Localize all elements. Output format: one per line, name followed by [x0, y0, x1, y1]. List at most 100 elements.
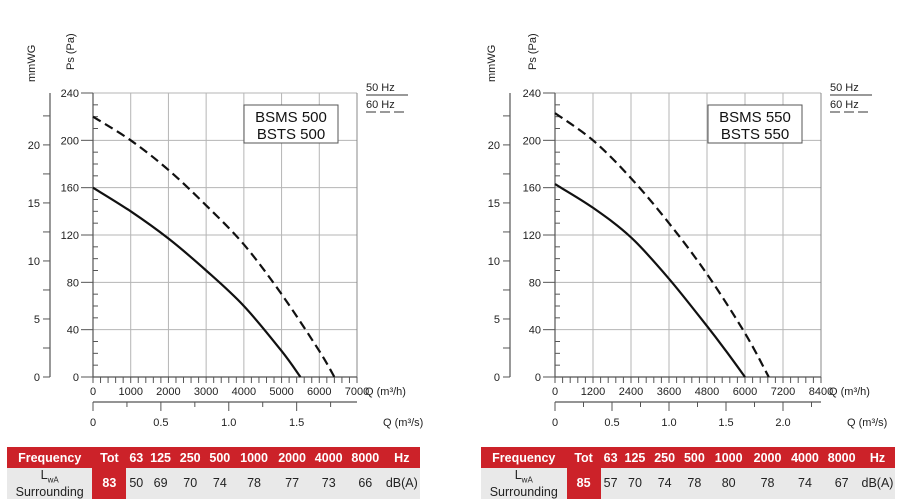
header-cell: Hz [383, 447, 420, 468]
band-value: 70 [620, 468, 650, 499]
y-tick-label: 120 [61, 230, 79, 242]
band-value: 70 [175, 468, 206, 499]
m3s-tick-label: 1.0 [221, 417, 236, 429]
total-value: 85 [566, 468, 601, 499]
unit-label: dB(A) [860, 468, 895, 499]
y-tick-label: 240 [61, 88, 79, 100]
y-axis-label-mmwg: mmWG [26, 45, 38, 82]
curve-60hz [554, 112, 770, 378]
y-tick-label: 80 [529, 277, 541, 289]
unit-label: dB(A) [383, 468, 420, 499]
mmwg-tick-label: 0 [34, 372, 40, 384]
model-label-line1: BSMS 500 [255, 109, 327, 126]
m3s-tick-label: 1.0 [661, 417, 676, 429]
model-label-line2: BSTS 550 [721, 126, 789, 143]
model-label-box [243, 104, 339, 144]
band-value: 74 [649, 468, 680, 499]
header-cell: 125 [146, 447, 176, 468]
y-tick-label: 40 [529, 325, 541, 337]
header-cell: 125 [620, 447, 650, 468]
header-cell: Tot [92, 447, 127, 468]
band-value: 67 [823, 468, 860, 499]
mmwg-tick-label: 10 [488, 256, 500, 268]
y-tick-label: 0 [73, 372, 79, 384]
mmwg-tick-label: 15 [488, 198, 500, 210]
fan-curve-chart-bsms-500: 0 40 80 120 160 200 240 Ps (Pa) 0 5 10 15 20 mmWG 0 100… [26, 33, 423, 429]
x-tick-label: 0 [90, 386, 96, 398]
chart-panel-550: 0 40 80 120 160 200 240 Ps (Pa) 0 5 10 15 20 mmWG 0 120… [460, 0, 900, 500]
legend-label-60hz: 60 Hz [366, 99, 395, 111]
band-value: 74 [205, 468, 235, 499]
header-cell: 8000 [823, 447, 860, 468]
header-frequency: Frequency [7, 447, 93, 468]
y-tick-label: 240 [523, 88, 541, 100]
band-value: 74 [786, 468, 824, 499]
y-tick-label: 160 [523, 183, 541, 195]
fan-curve-chart-bsms-550: 0 40 80 120 160 200 240 Ps (Pa) 0 5 10 15 20 mmWG 0 120… [486, 33, 887, 429]
x-tick-label: 8400 [809, 386, 833, 398]
curve-50hz [554, 183, 746, 378]
model-label-box [707, 104, 803, 144]
band-value: 57 [600, 468, 621, 499]
y-axis-label-pa: Ps (Pa) [65, 33, 77, 70]
m3s-tick-label: 0 [552, 417, 558, 429]
header-cell: Tot [566, 447, 601, 468]
model-label-line1: BSMS 550 [719, 109, 791, 126]
row-label-lwa-surrounding: LwA Surrounding [481, 468, 567, 499]
m3s-tick-label: 0.5 [153, 417, 168, 429]
noise-table-row: LwA Surrounding 85 57 70 74 78 80 78 74 67 dB(A) [481, 468, 895, 499]
noise-table-header: Frequency Tot 63 125 250 500 1000 2000 4000 8000 H… [481, 447, 895, 468]
x-tick-label: 6000 [307, 386, 331, 398]
curve-60hz [92, 115, 336, 378]
header-frequency: Frequency [481, 447, 567, 468]
x-axis-label-m3h: Q (m³/h) [829, 386, 870, 398]
x-tick-label: 4000 [232, 386, 256, 398]
x-tick-label: 7200 [771, 386, 795, 398]
header-cell: 1000 [708, 447, 749, 468]
x-tick-label: 3600 [657, 386, 681, 398]
mmwg-tick-label: 0 [494, 372, 500, 384]
chart-panel-500: 0 40 80 120 160 200 240 Ps (Pa) 0 5 10 15 20 mmWG 0 100… [26, 33, 423, 429]
x-axis-label-m3s: Q (m³/s) [847, 417, 887, 429]
y-axis-label-mmwg: mmWG [486, 45, 498, 82]
noise-table-500: Frequency Tot 63 125 250 500 1000 2000 4000 8000 H… [7, 447, 420, 499]
x-tick-label: 0 [552, 386, 558, 398]
mmwg-tick-label: 5 [34, 314, 40, 326]
header-cell: 1000 [234, 447, 274, 468]
header-cell: 500 [679, 447, 709, 468]
y-tick-label: 160 [61, 183, 79, 195]
header-cell: 2000 [273, 447, 311, 468]
header-cell: 250 [175, 447, 206, 468]
header-cell: 63 [126, 447, 147, 468]
y-tick-label: 40 [67, 325, 79, 337]
y-axis-label-pa: Ps (Pa) [527, 33, 539, 70]
band-value: 73 [310, 468, 348, 499]
y-tick-label: 120 [523, 230, 541, 242]
band-value: 66 [347, 468, 384, 499]
m3s-tick-label: 1.5 [289, 417, 304, 429]
header-cell: 4000 [786, 447, 824, 468]
total-value: 83 [92, 468, 127, 499]
row-label-lwa-surrounding: LwA Surrounding [7, 468, 93, 499]
x-tick-label: 2000 [156, 386, 180, 398]
x-tick-label: 3000 [194, 386, 218, 398]
m3s-tick-label: 1.5 [718, 417, 733, 429]
noise-table-row: LwA Surrounding 83 50 69 70 74 78 77 73 66 dB(A) [7, 468, 420, 499]
x-tick-label: 1000 [118, 386, 142, 398]
y-tick-label: 0 [535, 372, 541, 384]
band-value: 50 [126, 468, 147, 499]
band-value: 78 [679, 468, 709, 499]
m3s-tick-label: 2.0 [775, 417, 790, 429]
model-label-line2: BSTS 500 [257, 126, 325, 143]
x-tick-label: 1200 [581, 386, 605, 398]
header-cell: 4000 [310, 447, 348, 468]
y-tick-label: 200 [61, 135, 79, 147]
m3s-tick-label: 0.5 [604, 417, 619, 429]
header-cell: Hz [860, 447, 895, 468]
mmwg-tick-label: 15 [28, 198, 40, 210]
y-tick-label: 80 [67, 277, 79, 289]
curve-50hz [92, 186, 302, 378]
header-cell: 2000 [748, 447, 787, 468]
y-tick-label: 200 [523, 135, 541, 147]
header-cell: 250 [649, 447, 680, 468]
